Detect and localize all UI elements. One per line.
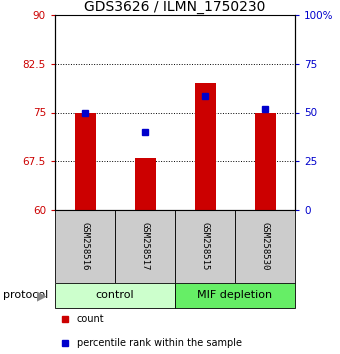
Text: percentile rank within the sample: percentile rank within the sample <box>76 338 242 348</box>
Title: GDS3626 / ILMN_1750230: GDS3626 / ILMN_1750230 <box>84 0 266 14</box>
Text: GSM258517: GSM258517 <box>140 222 150 271</box>
Text: ▶: ▶ <box>37 289 46 302</box>
FancyBboxPatch shape <box>175 210 235 283</box>
Bar <box>255 113 275 210</box>
Text: MIF depletion: MIF depletion <box>198 291 273 301</box>
FancyBboxPatch shape <box>55 210 115 283</box>
FancyBboxPatch shape <box>175 283 295 308</box>
FancyBboxPatch shape <box>55 283 175 308</box>
Text: count: count <box>76 314 104 324</box>
Text: protocol: protocol <box>3 291 49 301</box>
Bar <box>74 113 96 210</box>
Text: GSM258516: GSM258516 <box>81 222 89 271</box>
FancyBboxPatch shape <box>115 210 175 283</box>
Bar <box>135 158 155 210</box>
Text: GSM258515: GSM258515 <box>201 222 209 271</box>
FancyBboxPatch shape <box>235 210 295 283</box>
Text: control: control <box>96 291 134 301</box>
Bar <box>194 83 216 210</box>
Text: GSM258530: GSM258530 <box>260 222 270 271</box>
